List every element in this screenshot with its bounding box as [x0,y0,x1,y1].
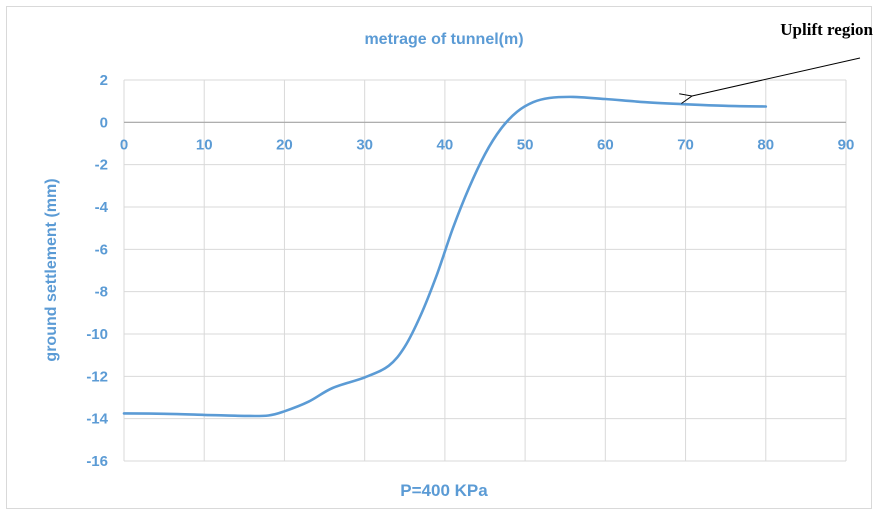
grid-lines [123,79,847,462]
x-tick-label: 30 [356,136,373,153]
x-tick-label: 20 [276,136,293,153]
settlement-series-line [122,95,768,418]
x-tick-label: 0 [120,136,128,153]
y-tick-label: -6 [95,241,108,258]
y-tick-label: -2 [95,157,108,174]
x-tick-label: 60 [597,136,614,153]
x-tick-label: 50 [517,136,534,153]
y-tick-label: -4 [95,199,109,216]
y-axis-label: ground settlement (mm) [43,178,60,361]
x-axis-label: P=400 KPa [400,481,488,500]
y-tick-label: 0 [100,114,108,131]
uplift-region-annotation: Uplift region [780,20,873,39]
y-tick-label: -12 [86,368,108,385]
y-tick-label: -10 [86,326,108,343]
x-tick-label: 90 [838,136,855,153]
x-tick-label: 40 [437,136,454,153]
series-layer [122,95,768,418]
x-tick-label: 70 [677,136,694,153]
chart-frame [6,6,872,509]
x-tick-label: 10 [196,136,213,153]
y-tick-label: -16 [86,453,108,470]
x-tick-label: 80 [757,136,774,153]
x-tick-labels: 0 10 20 30 40 50 60 70 80 90 [120,136,855,153]
y-tick-label: 2 [100,72,108,89]
annotation-arrow [692,57,861,96]
y-tick-label: -14 [86,411,108,428]
chart-title: metrage of tunnel(m) [364,31,523,48]
y-tick-labels: 2 0 -2 -4 -6 -8 -10 -12 -14 -16 [86,72,108,470]
y-tick-label: -8 [95,284,108,301]
